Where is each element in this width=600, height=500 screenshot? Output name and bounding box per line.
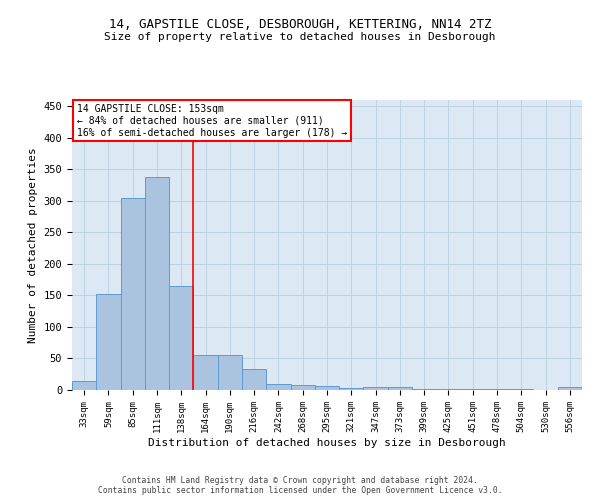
Bar bbox=[339, 388, 364, 390]
Y-axis label: Number of detached properties: Number of detached properties bbox=[28, 147, 38, 343]
Bar bbox=[266, 384, 290, 390]
Bar bbox=[485, 388, 509, 390]
Bar bbox=[558, 388, 582, 390]
Bar bbox=[461, 388, 485, 390]
Bar bbox=[193, 356, 218, 390]
Bar bbox=[364, 387, 388, 390]
Bar bbox=[388, 387, 412, 390]
Bar bbox=[121, 198, 145, 390]
Bar bbox=[145, 177, 169, 390]
Text: 14, GAPSTILE CLOSE, DESBOROUGH, KETTERING, NN14 2TZ: 14, GAPSTILE CLOSE, DESBOROUGH, KETTERIN… bbox=[109, 18, 491, 30]
Bar bbox=[169, 286, 193, 390]
Bar bbox=[96, 294, 121, 390]
Bar bbox=[436, 388, 461, 390]
Bar bbox=[242, 369, 266, 390]
Bar bbox=[509, 388, 533, 390]
Text: Contains HM Land Registry data © Crown copyright and database right 2024.
Contai: Contains HM Land Registry data © Crown c… bbox=[98, 476, 502, 495]
Text: Size of property relative to detached houses in Desborough: Size of property relative to detached ho… bbox=[104, 32, 496, 42]
Bar bbox=[218, 356, 242, 390]
Bar bbox=[315, 386, 339, 390]
Bar bbox=[72, 380, 96, 390]
Bar bbox=[412, 388, 436, 390]
Bar bbox=[290, 385, 315, 390]
Text: 14 GAPSTILE CLOSE: 153sqm
← 84% of detached houses are smaller (911)
16% of semi: 14 GAPSTILE CLOSE: 153sqm ← 84% of detac… bbox=[77, 104, 347, 138]
X-axis label: Distribution of detached houses by size in Desborough: Distribution of detached houses by size … bbox=[148, 438, 506, 448]
